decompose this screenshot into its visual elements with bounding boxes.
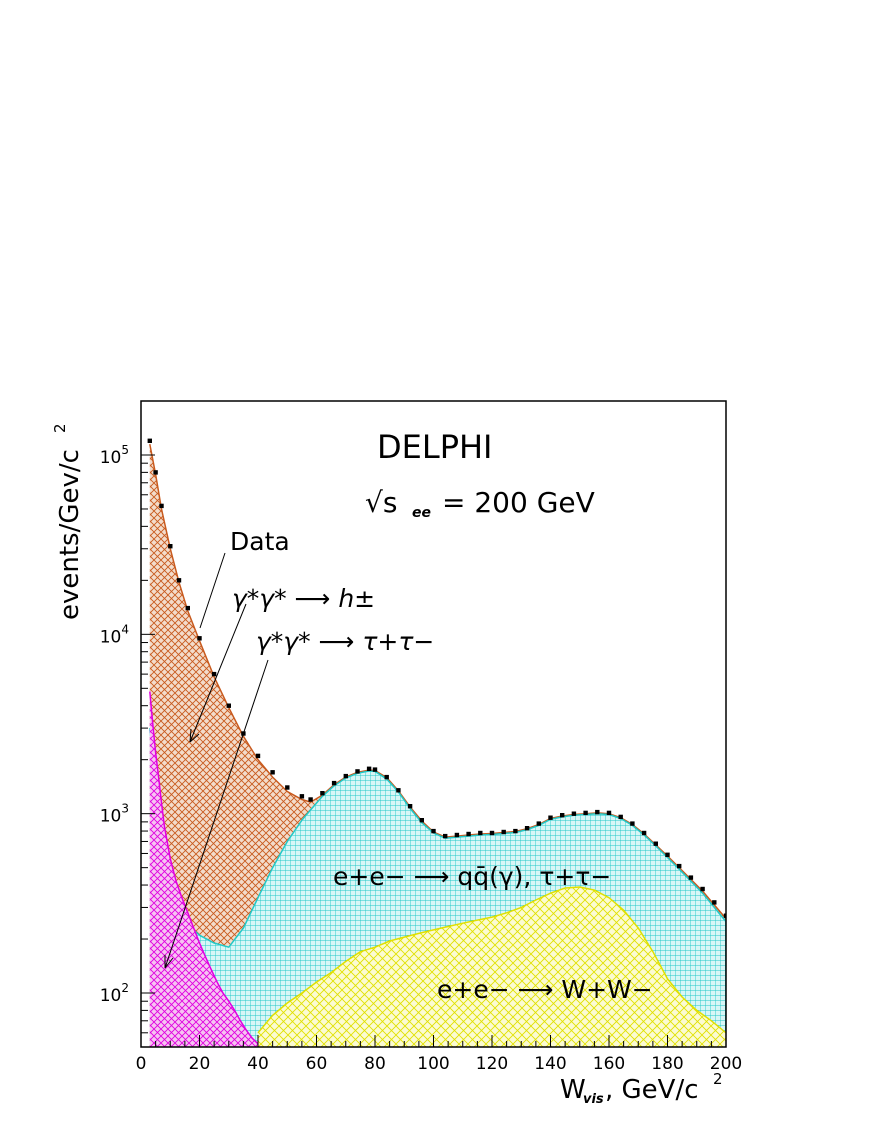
x-tick-label: 140 <box>534 1054 566 1074</box>
data-point <box>641 830 647 836</box>
x-tick-label: 0 <box>136 1054 147 1074</box>
data-point <box>443 833 448 839</box>
data-point <box>489 830 495 836</box>
data-point <box>407 804 413 809</box>
data-point <box>548 815 553 820</box>
data-point <box>355 769 360 774</box>
x-tick-label: 80 <box>364 1054 386 1074</box>
y-tick-label: 102 <box>100 981 129 1006</box>
x-tick-label: 160 <box>593 1054 625 1074</box>
data-point <box>606 810 612 816</box>
data-point <box>630 821 635 826</box>
outline- <box>149 691 259 1045</box>
hadron-annotation: γ*γ* ⟶ h± <box>232 584 375 613</box>
data-point <box>431 828 436 834</box>
tau-annotation: γ*γ* ⟶ τ+τ− <box>256 627 434 656</box>
data-point <box>372 767 378 772</box>
histogram-areas <box>149 443 726 1047</box>
ww-annotation: e+e− ⟶ W+W− <box>437 975 653 1004</box>
data-point <box>211 671 217 677</box>
data-arrow <box>199 552 226 629</box>
data-point <box>478 830 483 836</box>
x-tick-label: 40 <box>247 1054 269 1074</box>
data-point <box>197 636 202 641</box>
y-label-superscript: 2 <box>51 423 69 433</box>
area-e-e-w-w <box>258 887 726 1047</box>
y-axis-label: events/Gev/c 2 <box>51 423 85 620</box>
data-point <box>571 811 577 816</box>
x-tick-label: 120 <box>476 1054 508 1074</box>
annotation-arrows <box>164 552 269 969</box>
chart-subtitle: √s ee = 200 GeV <box>365 486 595 521</box>
qq-annotation: e+e− ⟶ qq̄(γ), τ+τ− <box>333 862 611 891</box>
x-axis-ticks: 0 20 40 60 80 100 120 140 160 180 200 <box>136 1035 742 1074</box>
data-point <box>595 809 600 815</box>
area- <box>149 691 258 1047</box>
x-tick-label: 60 <box>306 1054 328 1074</box>
data-point <box>513 828 518 834</box>
y-tick-label: 105 <box>100 443 129 468</box>
data-point <box>285 785 290 790</box>
data-point <box>384 774 389 780</box>
x-axis-label: W vis , GeV/c 2 <box>560 1070 723 1107</box>
tau-arrowhead <box>164 955 174 969</box>
y-tick-label: 103 <box>100 802 129 827</box>
data-point <box>159 503 164 509</box>
x-tick-label: 20 <box>189 1054 211 1074</box>
energy-label: = 200 GeV <box>442 486 595 519</box>
data-point <box>700 886 705 892</box>
data-point <box>147 438 152 443</box>
data-point <box>343 773 348 779</box>
data-point <box>396 788 401 793</box>
sqrt-s-subscript: ee <box>412 505 431 521</box>
data-point <box>176 578 182 583</box>
data-point <box>583 810 588 816</box>
data-point <box>618 814 623 820</box>
data-point <box>524 826 530 831</box>
y-axis-ticks: 102 103 104 105 <box>100 400 155 1048</box>
x-label-main: W <box>560 1075 586 1105</box>
data-point <box>331 780 337 786</box>
data-points <box>147 438 726 918</box>
tau-arrow <box>164 659 269 969</box>
data-point <box>299 794 305 799</box>
hadron-arrow <box>189 603 247 743</box>
y-tick-label: 104 <box>100 622 129 647</box>
x-label-superscript: 2 <box>713 1070 723 1088</box>
data-point <box>665 852 670 857</box>
data-point <box>153 470 158 475</box>
data-point <box>466 831 471 837</box>
y-label-main: events/Gev/c <box>55 449 85 620</box>
data-point <box>723 913 726 918</box>
data-point <box>168 544 173 549</box>
data-point <box>536 821 541 826</box>
data-point <box>226 703 231 708</box>
x-label-rest: , GeV/c <box>605 1075 699 1105</box>
data-point <box>185 605 190 611</box>
data-point <box>454 832 460 838</box>
data-point <box>255 753 261 759</box>
outline-e-e-w-w <box>257 886 726 1034</box>
data-point <box>320 791 325 796</box>
hadron-arrowhead <box>189 728 200 743</box>
chart-title: DELPHI <box>377 428 492 466</box>
data-annotation: Data <box>230 527 290 556</box>
data-point <box>653 841 658 846</box>
data-point <box>501 829 506 835</box>
x-tick-label: 100 <box>417 1054 449 1074</box>
sqrt-s-label: √s <box>365 486 397 519</box>
x-label-subscript: vis <box>583 1092 604 1107</box>
data-point <box>308 797 313 802</box>
data-point <box>419 818 424 823</box>
x-tick-label: 180 <box>651 1054 683 1074</box>
data-point <box>560 813 565 818</box>
x-tick-label: 200 <box>710 1054 742 1074</box>
data-point <box>688 875 694 880</box>
data-point <box>677 863 682 869</box>
data-point <box>270 770 275 775</box>
data-point <box>366 766 372 771</box>
data-point <box>712 900 717 905</box>
